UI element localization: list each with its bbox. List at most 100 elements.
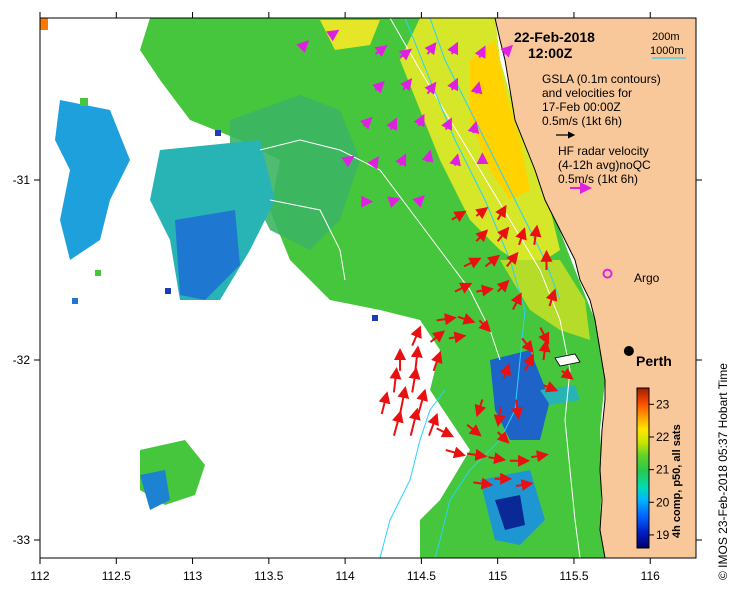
- hf-vector: [389, 367, 402, 393]
- hf-vector: [466, 424, 482, 437]
- y-tick-label: -33: [13, 533, 31, 547]
- gsla-legend-scale: 0.5m/s (1kt 6h): [542, 114, 622, 128]
- hf-vector: [475, 229, 489, 243]
- hf-legend-scale: 0.5m/s (1kt 6h): [558, 172, 638, 186]
- colorbar-tick-label: 22: [656, 430, 670, 444]
- hf-vector: [531, 450, 549, 463]
- sst-warm-core: [470, 40, 530, 200]
- hf-vector: [545, 288, 558, 307]
- hf-vector: [457, 313, 476, 325]
- perth-marker: Perth: [623, 346, 672, 369]
- colorbar-ticks: 19 20 21 22 23: [649, 397, 670, 542]
- hf-vector: [510, 292, 522, 311]
- gsla-vector: [398, 48, 413, 61]
- sst-yellow-blob: [320, 20, 380, 50]
- hf-vector: [496, 431, 510, 444]
- hf-vector: [488, 452, 507, 465]
- credit-text: © IMOS 23-Feb-2018 05:37 Hobart Time: [716, 363, 730, 580]
- hf-radar-vectors: [378, 204, 574, 491]
- hf-legend-line1: HF radar velocity: [558, 144, 649, 158]
- hf-vector: [523, 353, 534, 372]
- hf-vector: [436, 426, 455, 438]
- gsla-vector: [326, 29, 340, 42]
- gsla-vector: [424, 81, 437, 95]
- sst-small-patch-blue: [140, 470, 170, 510]
- colorbar-label: 4h comp, p50, all sats: [671, 424, 683, 538]
- hf-vector: [473, 477, 494, 490]
- hf-vector: [478, 319, 492, 333]
- gsla-vector: [447, 77, 459, 92]
- sst-cool-mid-blue: [175, 210, 240, 300]
- map-date: 22-Feb-2018: [514, 29, 595, 45]
- gsla-vectors: [296, 29, 513, 208]
- colorbar: 19 20 21 22 23 4h comp, p50, all sats: [636, 387, 683, 549]
- gsla-vector: [474, 45, 486, 59]
- gsla-vector: [441, 117, 452, 131]
- hf-vector: [543, 381, 559, 393]
- x-tick-label: 113: [183, 569, 202, 583]
- depth-legend-1000: 1000m: [650, 45, 684, 57]
- x-tick-label: 114.5: [407, 569, 436, 583]
- gsla-vector: [413, 113, 425, 128]
- x-tick-label: 115: [488, 569, 507, 583]
- gsla-vector: [296, 40, 310, 53]
- gsla-legend-line1: GSLA (0.1m contours): [542, 72, 661, 86]
- gsla-legend-line2: and velocities for: [542, 86, 632, 100]
- hf-vector: [467, 448, 488, 461]
- hf-vector: [496, 226, 510, 242]
- sst-warm-south: [500, 260, 590, 340]
- x-tick-label: 116: [641, 569, 660, 583]
- hf-vector: [445, 446, 466, 459]
- sst-cool-west: [55, 100, 130, 260]
- hf-vector: [521, 337, 534, 353]
- gsla-vector: [386, 117, 397, 131]
- hf-vector: [511, 399, 524, 420]
- gsla-vector: [372, 80, 385, 94]
- x-tick-label: 114: [336, 569, 355, 583]
- gsla-vector: [395, 153, 407, 167]
- y-tick-label: -31: [13, 173, 31, 187]
- colorbar-scale: [636, 387, 650, 549]
- hf-vector: [495, 204, 507, 221]
- hf-vector: [391, 410, 404, 436]
- hf-vector: [408, 407, 421, 436]
- gsla-vector: [374, 45, 388, 58]
- hf-vector: [515, 227, 527, 246]
- argo-marker: Argo: [602, 268, 660, 285]
- gsla-legend-line3: 17-Feb 00:00Z: [542, 100, 621, 114]
- gsla-vector: [470, 81, 483, 95]
- hf-vector: [506, 251, 519, 268]
- gsla-vector: [500, 44, 513, 58]
- perth-label: Perth: [636, 353, 672, 369]
- hf-vector: [463, 257, 482, 269]
- sst-speckles: [40, 18, 436, 524]
- y-tick-label: -32: [13, 353, 31, 367]
- hf-vector: [475, 206, 489, 219]
- hf-vector: [493, 406, 506, 427]
- gsla-vector: [412, 194, 425, 208]
- gsla-vector: [400, 77, 413, 92]
- x-tick-label: 112.5: [102, 569, 131, 583]
- x-tick-label: 115.5: [559, 569, 588, 583]
- hf-vector: [410, 345, 423, 371]
- gsla-vector: [467, 120, 480, 134]
- colorbar-tick-label: 19: [656, 528, 670, 542]
- colorbar-tick-label: 21: [656, 463, 670, 477]
- gsla-vector: [387, 196, 401, 208]
- hf-vector: [431, 350, 443, 372]
- colorbar-tick-label: 20: [656, 495, 670, 509]
- gsla-vector: [359, 116, 373, 130]
- y-axis: -31 -32 -33: [13, 173, 702, 547]
- gsla-vector: [447, 41, 459, 56]
- colorbar-tick-label: 23: [656, 397, 670, 411]
- hf-vector: [429, 330, 446, 343]
- hf-vector: [560, 367, 574, 380]
- hf-vector: [397, 386, 410, 415]
- hf-vector: [427, 412, 439, 436]
- x-tick-label: 113.5: [254, 569, 283, 583]
- hf-vector: [410, 325, 422, 346]
- hf-vector: [416, 388, 428, 415]
- hf-vector: [499, 363, 511, 379]
- depth-legend-200: 200m: [652, 31, 680, 43]
